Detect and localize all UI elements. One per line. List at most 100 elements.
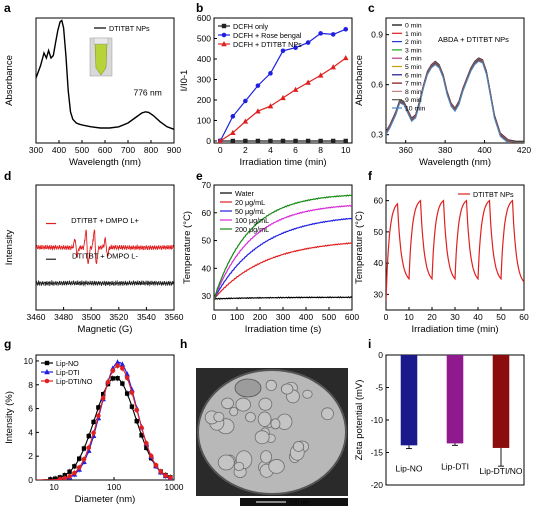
data-point (134, 407, 140, 413)
legend-label: 50 μg/mL (235, 207, 265, 216)
data-point (120, 366, 125, 371)
data-point (230, 138, 236, 143)
y-tick-label: 60 (374, 196, 384, 206)
data-point (44, 369, 50, 375)
data-point (221, 32, 227, 38)
bar (446, 355, 464, 444)
y-axis-label: Temperature (°C) (182, 211, 193, 284)
data-point (67, 469, 72, 474)
data-point (52, 476, 58, 480)
data-point (255, 108, 261, 114)
x-tick-label: 20 (427, 312, 437, 322)
panel-h: h 200 nm (180, 337, 348, 507)
data-point (44, 360, 50, 366)
legend-label: 7 min (405, 81, 422, 88)
y-tick-label: 0 (28, 475, 33, 485)
data-point (293, 138, 298, 143)
plot-area (386, 199, 524, 301)
x-tick-label: 10 (49, 482, 59, 492)
x-tick-label: 500 (322, 312, 336, 322)
legend-label: Lip-NO (56, 359, 79, 368)
y-tick-label: 8 (28, 380, 33, 390)
vial-photo (89, 37, 113, 77)
y-tick-label: 500 (197, 33, 211, 43)
data-point (153, 462, 159, 468)
x-axis-label: Diameter (nm) (75, 494, 136, 505)
y-tick-label: 0 (378, 350, 383, 360)
data-point (221, 23, 227, 29)
plot-frame (385, 17, 525, 144)
series-line (386, 60, 511, 143)
data-point (72, 470, 77, 476)
legend-label: 100 μg/mL (235, 216, 269, 225)
data-point (129, 404, 135, 409)
y-tick-label: 30 (374, 289, 384, 299)
x-axis-label: Irradiation time (min) (411, 324, 498, 335)
data-point (230, 114, 236, 119)
y-axis-label: Zeta potential (mV) (354, 380, 365, 461)
x-tick-label: 40 (473, 312, 483, 322)
y-tick-label: 4 (28, 427, 33, 437)
plot-area (36, 359, 173, 480)
x-tick-label: 0 (384, 312, 389, 322)
legend-label: 6 min (405, 72, 422, 79)
panel-d: 3460 3480 3500 3520 3540 3560 Magnetic (G) Inte… (4, 169, 184, 335)
y-tick-label: 200 (197, 95, 211, 105)
x-tick-label: 3560 (165, 312, 184, 322)
vesicle (257, 411, 272, 427)
x-tick-label: 800 (144, 145, 158, 155)
y-tick-label: 60 (202, 208, 212, 218)
x-tick-label: 0 (212, 312, 217, 322)
data-point (343, 138, 348, 143)
legend-label: 10 min (405, 106, 426, 113)
y-tick-label: 50 (374, 227, 384, 237)
legend-label: 20 μg/mL (235, 198, 265, 207)
legend-label: 1 min (405, 31, 422, 38)
vesicle (265, 379, 277, 392)
series-line (214, 242, 352, 300)
data-point (144, 440, 149, 446)
legend-label: Lip-DTI (56, 368, 80, 377)
data-point (114, 359, 121, 365)
data-point (305, 138, 311, 143)
category-label: Lip-DTI/NO (480, 466, 523, 476)
y-tick-label: 0.9 (371, 30, 383, 40)
plot-frame (35, 354, 175, 481)
series-line (36, 279, 174, 287)
data-point (255, 138, 261, 143)
x-tick-label: 1000 (165, 482, 184, 492)
series-line (36, 228, 174, 265)
data-point (243, 98, 248, 104)
panel-g: 10 100 1000 0 2 4 6 8 10 Diameter (nm) Intensity (… (4, 337, 184, 505)
x-tick-label: 60 (519, 312, 529, 322)
x-tick-label: 300 (29, 145, 43, 155)
data-point (100, 395, 106, 401)
x-tick-label: 8 (318, 145, 323, 155)
plot-area (36, 228, 174, 287)
x-tick-label: 400 (299, 312, 313, 322)
legend-label: 0 min (405, 23, 422, 30)
data-point (242, 118, 249, 124)
vesicle (235, 397, 251, 412)
vesicle (292, 441, 305, 452)
y-tick-label: 10 (24, 356, 34, 366)
plot-area (386, 57, 524, 143)
data-point (86, 433, 91, 439)
chart-annotation: ABDA + DTITBT NPs (438, 35, 509, 44)
y-tick-label: 400 (197, 54, 211, 64)
legend-label: 4 min (405, 56, 422, 63)
x-tick-label: 600 (98, 145, 112, 155)
y-tick-label: -20 (371, 480, 384, 490)
data-point (115, 376, 120, 381)
panel-letter: a (4, 1, 11, 15)
data-point (318, 138, 323, 143)
series-line (214, 296, 352, 300)
y-axis-label: Intensity (4, 230, 15, 266)
panel-letter: d (4, 169, 11, 183)
y-tick-label: 50 (202, 236, 212, 246)
data-point (105, 379, 111, 385)
y-tick-label: -5 (375, 383, 383, 393)
x-tick-label: 3460 (27, 312, 46, 322)
data-point (280, 48, 286, 54)
